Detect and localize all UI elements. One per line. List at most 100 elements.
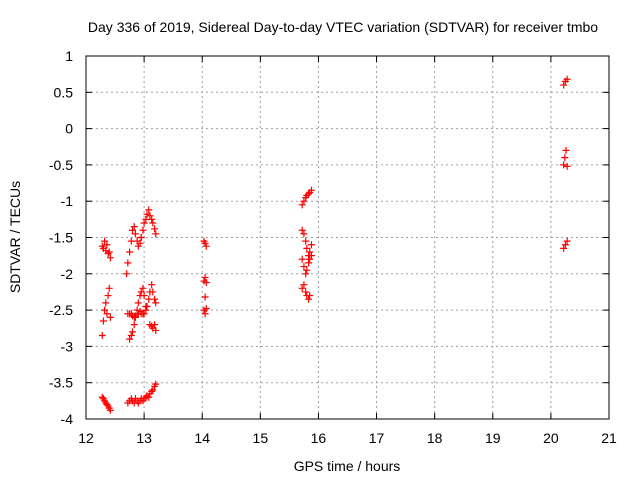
data-point [99,317,107,325]
data-point [137,288,145,296]
data-point [123,270,131,278]
data-point [561,241,569,249]
data-point [104,249,112,257]
axis-ticks [85,55,610,420]
data-point [560,81,568,89]
data-points [98,75,571,414]
data-point [151,321,159,329]
data-series-arc-m [200,305,210,318]
data-series-arc-i [146,321,160,334]
data-point [105,248,113,256]
data-series-arc-q [298,252,315,278]
data-point [300,263,308,271]
chart-title: Day 336 of 2019, Sidereal Day-to-day VTE… [88,19,598,35]
x-tick-label: 20 [543,430,559,446]
data-series-arc-c [98,393,114,414]
data-series-arc-k [200,237,210,250]
y-tick-label: 0.5 [54,84,74,100]
x-tick-label: 21 [601,430,617,446]
data-point [305,295,313,303]
data-point [298,255,306,263]
data-point [98,332,106,340]
data-series-arc-h [140,281,160,318]
data-point [298,226,306,234]
data-point [307,241,315,249]
y-tick-label: -2.5 [49,302,73,318]
data-point [126,248,134,256]
data-point [126,335,134,343]
data-point [106,254,114,262]
y-tick-label: -3.5 [49,375,73,391]
y-axis-tick-labels: 1 0.5 0 -0.5 -1 -1.5 -2 -2.5 -3 -3.5 -4 [49,48,73,427]
grid-lines [86,56,609,419]
data-point [303,244,311,252]
data-point [563,237,571,245]
data-point [560,161,568,169]
data-point [136,239,144,247]
data-point [146,212,154,220]
y-tick-label: -0.5 [49,157,73,173]
y-tick-label: 1 [65,48,73,64]
data-point [202,242,210,250]
x-tick-label: 12 [78,430,94,446]
data-series-arc-u [560,237,571,252]
data-point [149,386,157,394]
data-point [130,223,138,231]
data-series-arc-p [298,226,315,260]
data-point [139,226,147,234]
x-tick-label: 17 [369,430,385,446]
data-point [302,237,310,245]
data-point [561,154,569,162]
data-point [302,288,310,296]
data-point [98,393,106,401]
data-point [131,313,139,321]
data-point [307,252,315,260]
data-point [302,270,310,278]
data-point [149,288,157,296]
data-point [103,310,111,318]
data-series-arc-t [560,146,571,170]
data-point [152,230,160,238]
data-series-arc-s [560,75,571,89]
data-point [134,299,142,307]
data-point [151,225,159,233]
data-point [563,162,571,170]
y-axis-label: SDTVAR / TECUs [7,181,23,293]
data-point [152,299,160,307]
data-point [298,201,306,209]
data-point [202,279,210,287]
y-tick-label: -1.5 [49,230,73,246]
data-point [148,215,156,223]
data-point [152,326,160,334]
data-point [300,281,308,289]
data-point [149,219,157,227]
data-point [106,406,114,414]
x-tick-label: 16 [311,430,327,446]
x-tick-label: 19 [485,430,501,446]
data-point [300,197,308,205]
y-tick-label: 0 [65,121,73,137]
data-point [306,292,314,300]
data-series-arc-d [123,223,145,278]
data-point [300,230,308,238]
data-point [201,310,209,318]
data-point [139,284,147,292]
data-series-arc-b [98,284,114,340]
data-point [145,206,153,214]
data-point [143,302,151,310]
y-tick-label: -4 [61,411,74,427]
data-point [137,234,145,241]
data-series-arc-j [124,380,160,407]
data-point [148,387,156,395]
data-point [142,306,150,314]
x-tick-label: 14 [194,430,210,446]
data-point [127,332,135,340]
y-tick-label: -3 [61,338,74,354]
x-tick-label: 15 [253,430,269,446]
data-point [151,295,159,303]
data-point [306,248,314,256]
data-series-arc-o [298,186,315,209]
x-tick-label: 18 [427,430,443,446]
x-axis-label: GPS time / hours [294,458,401,474]
